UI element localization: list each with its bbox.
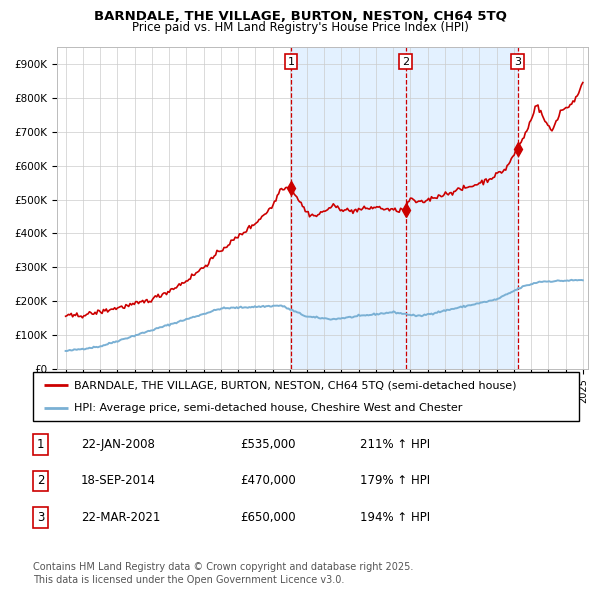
Text: 179% ↑ HPI: 179% ↑ HPI (360, 474, 430, 487)
Bar (291, 47, 518, 369)
FancyBboxPatch shape (33, 372, 579, 421)
Text: 3: 3 (514, 57, 521, 67)
Text: 22-MAR-2021: 22-MAR-2021 (81, 511, 160, 524)
Text: £650,000: £650,000 (240, 511, 296, 524)
Text: 3: 3 (37, 511, 44, 524)
Text: 2: 2 (402, 57, 409, 67)
Text: £470,000: £470,000 (240, 474, 296, 487)
Text: 1: 1 (287, 57, 295, 67)
Text: 194% ↑ HPI: 194% ↑ HPI (360, 511, 430, 524)
Text: BARNDALE, THE VILLAGE, BURTON, NESTON, CH64 5TQ: BARNDALE, THE VILLAGE, BURTON, NESTON, C… (94, 10, 506, 23)
Text: 211% ↑ HPI: 211% ↑ HPI (360, 438, 430, 451)
Text: Contains HM Land Registry data © Crown copyright and database right 2025.
This d: Contains HM Land Registry data © Crown c… (33, 562, 413, 585)
Text: Price paid vs. HM Land Registry's House Price Index (HPI): Price paid vs. HM Land Registry's House … (131, 21, 469, 34)
Text: 22-JAN-2008: 22-JAN-2008 (81, 438, 155, 451)
Text: HPI: Average price, semi-detached house, Cheshire West and Chester: HPI: Average price, semi-detached house,… (74, 402, 463, 412)
Text: 2: 2 (37, 474, 44, 487)
Text: 1: 1 (37, 438, 44, 451)
Text: 18-SEP-2014: 18-SEP-2014 (81, 474, 156, 487)
Text: BARNDALE, THE VILLAGE, BURTON, NESTON, CH64 5TQ (semi-detached house): BARNDALE, THE VILLAGE, BURTON, NESTON, C… (74, 381, 517, 391)
Text: £535,000: £535,000 (240, 438, 296, 451)
